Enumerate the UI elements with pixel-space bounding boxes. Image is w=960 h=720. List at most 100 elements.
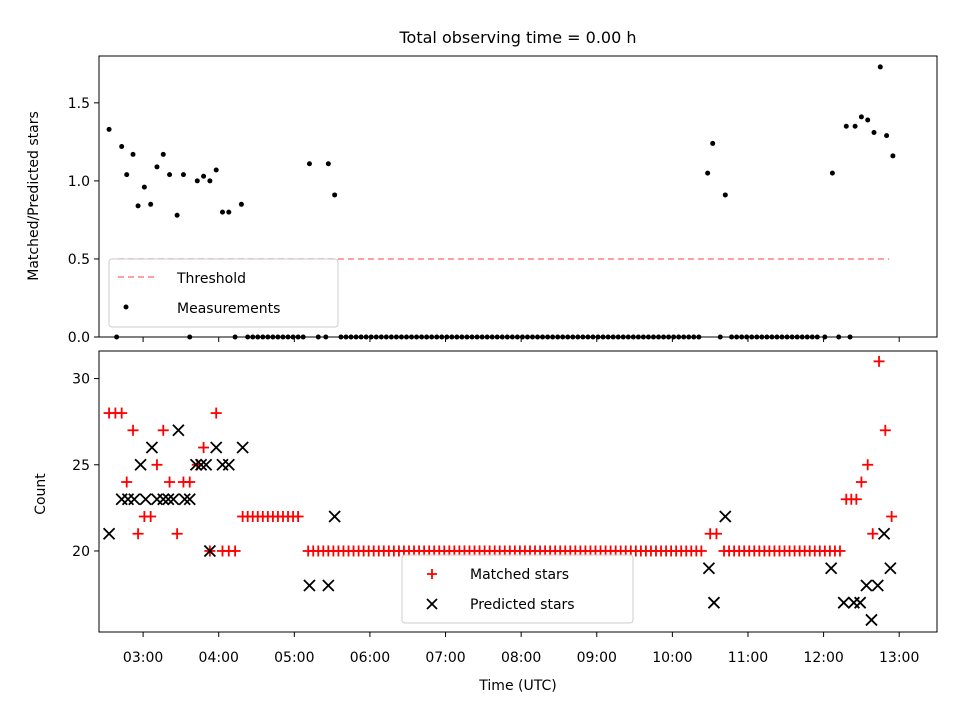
- measurement-point: [744, 334, 750, 340]
- measurement-point: [232, 334, 238, 340]
- predicted-star-point: [162, 493, 175, 506]
- measurement-point: [180, 172, 186, 178]
- predicted-star-point: [884, 562, 897, 575]
- measurement-point: [749, 334, 755, 340]
- measurement-point: [514, 334, 520, 340]
- count-x-ticks: 03:00 04:00 05:00 06:00 07:00 08:00 09:00 10:00…: [123, 632, 919, 666]
- measurement-point: [640, 334, 646, 340]
- measurement-point: [260, 334, 266, 340]
- measurement-point: [270, 334, 276, 340]
- measurement-point: [779, 334, 785, 340]
- measurement-point: [774, 334, 780, 340]
- predicted-star-point: [210, 441, 223, 454]
- matched-star-point: [710, 528, 722, 540]
- measurement-point: [843, 123, 849, 129]
- measurement-point: [398, 334, 404, 340]
- predicted-star-point: [178, 493, 191, 506]
- measurement-point: [414, 334, 420, 340]
- measurement-point: [615, 334, 621, 340]
- ratio-legend: Threshold Measurements: [108, 258, 339, 328]
- predicted-star-point: [167, 493, 180, 506]
- measurement-point: [201, 173, 207, 179]
- measurement-point: [130, 151, 136, 157]
- predicted-star-point: [303, 579, 316, 592]
- measurement-point: [540, 334, 546, 340]
- measurement-point: [489, 334, 495, 340]
- count-legend-box: [401, 554, 634, 624]
- measurement-point: [167, 172, 173, 178]
- count-plot: 20 25 30 03:00 04:00 05:00 06:00 07:00 08:00 09:…: [33, 350, 938, 694]
- measurement-point: [610, 334, 616, 340]
- measurement-point: [705, 170, 711, 176]
- ratio-y-tick-label: 0.5: [68, 252, 90, 268]
- measurement-point: [348, 334, 354, 340]
- measurement-point: [836, 334, 842, 340]
- measurement-point: [265, 334, 271, 340]
- measurement-point: [255, 334, 261, 340]
- matched-star-point: [121, 476, 133, 488]
- x-tick-label: 11:00: [728, 650, 768, 666]
- measurement-point: [295, 334, 301, 340]
- matched-star-point: [145, 510, 157, 522]
- predicted-star-point: [719, 510, 732, 523]
- measurement-point: [444, 334, 450, 340]
- measurement-point: [459, 334, 465, 340]
- predicted-star-point: [865, 613, 878, 627]
- measurement-point: [635, 334, 641, 340]
- measurement-point: [368, 334, 374, 340]
- measurement-point: [213, 167, 219, 173]
- measurement-point: [575, 334, 581, 340]
- measurement-point: [250, 334, 256, 340]
- count-y-tick-label: 20: [72, 544, 90, 560]
- matched-star-point: [184, 476, 196, 488]
- measurement-point: [424, 334, 430, 340]
- matched-star-point: [116, 407, 128, 419]
- measurement-point: [219, 209, 225, 215]
- measurement-point: [300, 334, 306, 340]
- measurement-point: [290, 334, 296, 340]
- measurement-point: [363, 334, 369, 340]
- predicted-star-point: [115, 493, 128, 506]
- measurements-legend-swatch: [123, 304, 129, 310]
- x-tick-label: 03:00: [123, 650, 163, 666]
- measurement-point: [119, 144, 125, 150]
- count-y-tick-label: 30: [72, 372, 90, 388]
- measurement-point: [429, 334, 435, 340]
- measurement-point: [784, 334, 790, 340]
- predicted-star-point: [222, 458, 235, 471]
- measurement-point: [393, 334, 399, 340]
- measurement-point: [865, 117, 871, 123]
- measurement-point: [620, 334, 626, 340]
- measurement-point: [124, 172, 130, 178]
- measurement-point: [353, 334, 359, 340]
- measurement-point: [285, 334, 291, 340]
- measurement-point: [585, 334, 591, 340]
- predicted-star-point: [216, 458, 229, 471]
- measurement-point: [499, 334, 505, 340]
- measurement-point: [358, 334, 364, 340]
- measurement-point: [315, 334, 321, 340]
- measurement-point: [852, 123, 858, 129]
- predicted-star-point: [157, 493, 170, 506]
- measurement-point: [464, 334, 470, 340]
- measurement-point: [686, 334, 692, 340]
- matched-star-point: [171, 528, 183, 540]
- measurement-point: [722, 192, 728, 198]
- measurement-point: [154, 164, 160, 170]
- x-tick-label: 10:00: [652, 650, 692, 666]
- measurement-point: [545, 334, 551, 340]
- measurement-point: [804, 334, 810, 340]
- measurement-point: [187, 334, 193, 340]
- measurement-point: [858, 114, 864, 120]
- ratio-y-axis-label: Matched/Predicted stars: [26, 111, 42, 281]
- chart-title: Total observing time = 0.00 h: [398, 28, 636, 47]
- x-tick-label: 09:00: [577, 650, 617, 666]
- measurement-point: [114, 334, 120, 340]
- measurement-point: [890, 153, 896, 159]
- x-axis-label: Time (UTC): [478, 678, 556, 694]
- measurement-point: [469, 334, 475, 340]
- predicted-star-point: [825, 562, 838, 575]
- measurement-point: [809, 334, 815, 340]
- measurement-point: [630, 334, 636, 340]
